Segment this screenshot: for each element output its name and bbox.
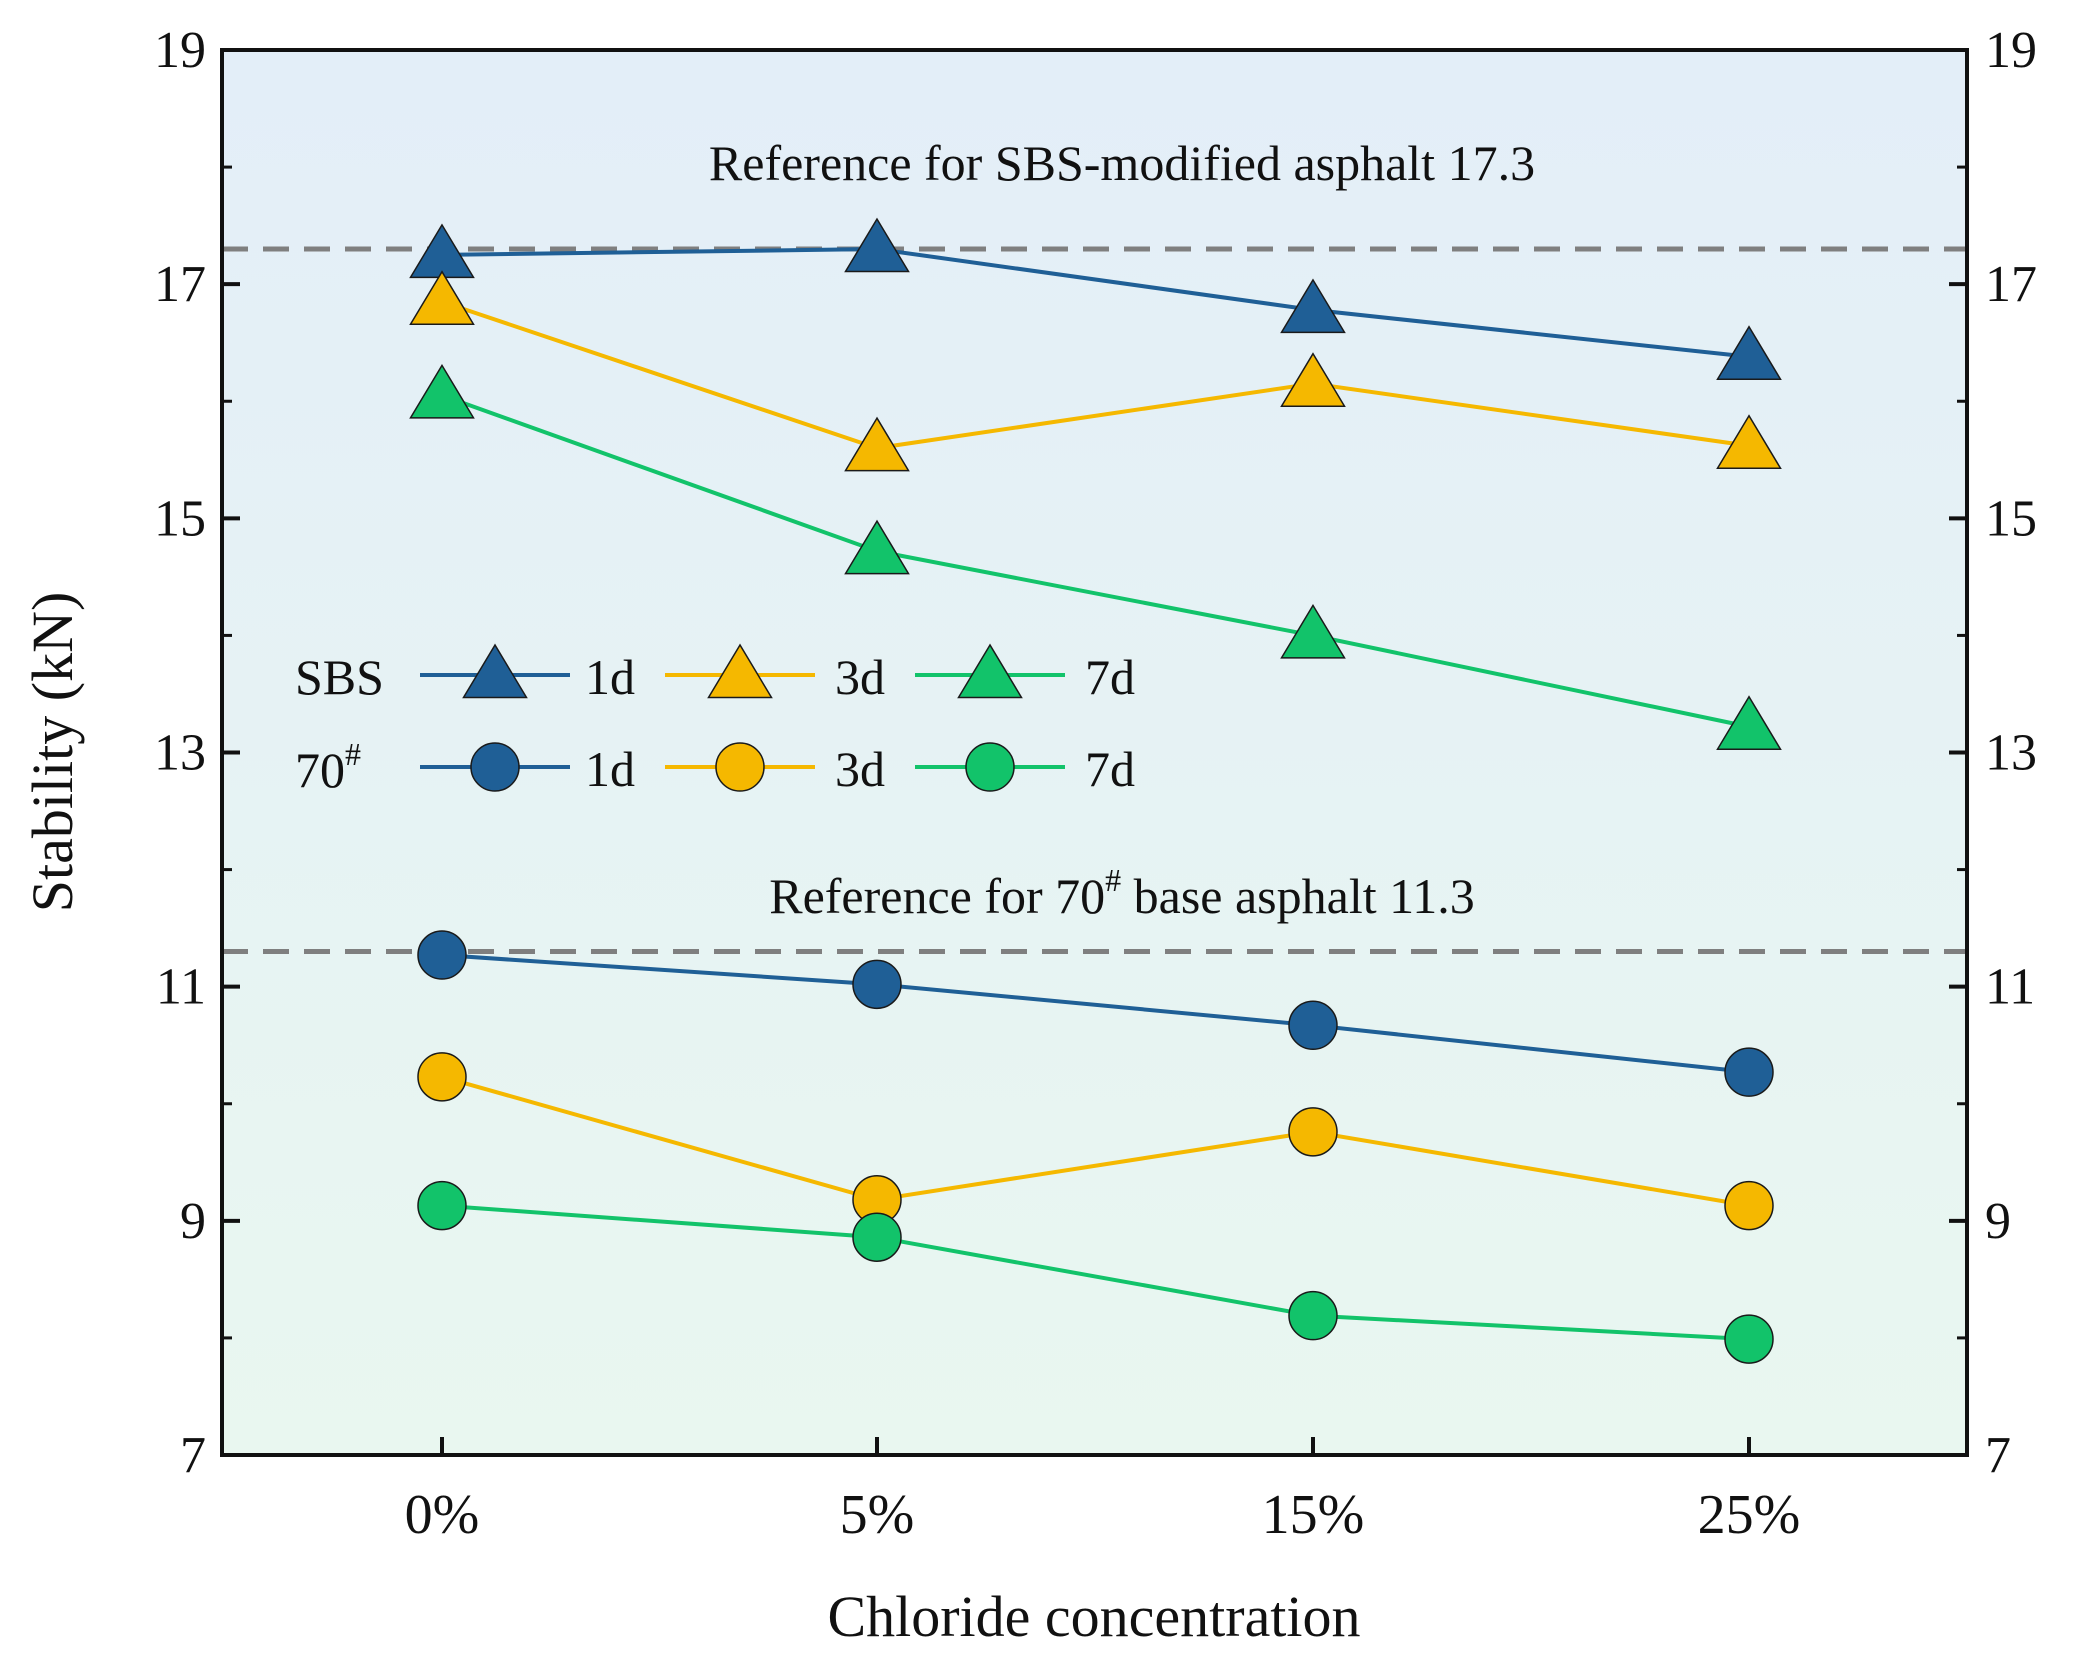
axes: 7 9 11 13 15 17 19 19 17 15 13 11 9 7 0% 5% 15% 25% bbox=[154, 22, 2037, 1546]
legend-label-sbs-1d: 1d bbox=[585, 649, 635, 705]
legend-marker-sbs-1d bbox=[462, 643, 528, 699]
series-layer bbox=[409, 217, 1782, 1364]
data-point-70-1d-0 bbox=[417, 930, 467, 980]
series-line-sbs-3d bbox=[441, 299, 1750, 451]
legend-label-sbs-3d: 3d bbox=[835, 649, 885, 705]
legend-group-label-sbs: SBS bbox=[295, 649, 384, 705]
legend: SBS 70# 1d 3d 7d 1d 3d 7d bbox=[295, 643, 1135, 798]
series-line-70-3d bbox=[441, 1074, 1750, 1208]
legend-label-70-7d: 7d bbox=[1085, 741, 1135, 797]
legend-label-sbs-7d: 7d bbox=[1085, 649, 1135, 705]
series-line-70-1d bbox=[441, 953, 1750, 1075]
plot-frame bbox=[220, 48, 1969, 1457]
x-tick-label-1: 5% bbox=[840, 1484, 915, 1546]
y-tick-label-left-11: 11 bbox=[156, 959, 206, 1016]
y-tick-label-right-11: 11 bbox=[1985, 959, 2035, 1016]
y-tick-label-right-13: 13 bbox=[1985, 725, 2037, 782]
data-point-70-3d-2 bbox=[1288, 1107, 1338, 1157]
x-axis-title: Chloride concentration bbox=[827, 1584, 1360, 1649]
legend-marker-sbs-7d bbox=[957, 643, 1023, 699]
data-point-sbs-3d-2 bbox=[1280, 352, 1346, 407]
reference-label-sbs: Reference for SBS-modified asphalt 17.3 bbox=[709, 135, 1535, 191]
data-point-70-3d-0 bbox=[417, 1052, 467, 1102]
data-point-sbs-7d-3 bbox=[1716, 695, 1782, 750]
data-point-70-1d-1 bbox=[852, 959, 902, 1010]
legend-marker-sbs-3d bbox=[707, 643, 773, 699]
data-point-sbs-3d-0 bbox=[409, 270, 475, 325]
legend-group-label-70: 70# bbox=[295, 736, 361, 798]
data-point-sbs-3d-3 bbox=[1716, 414, 1782, 469]
legend-label-70-3d: 3d bbox=[835, 741, 885, 797]
data-point-70-1d-3 bbox=[1724, 1047, 1774, 1097]
data-point-sbs-1d-1 bbox=[844, 217, 910, 273]
legend-marker-70-3d bbox=[715, 742, 765, 792]
series-line-sbs-1d bbox=[441, 247, 1750, 359]
y-tick-label-right-17: 17 bbox=[1985, 256, 2037, 313]
legend-marker-70-1d bbox=[470, 742, 520, 792]
data-point-sbs-7d-1 bbox=[844, 519, 910, 575]
data-point-sbs-1d-3 bbox=[1716, 325, 1782, 381]
reference-label-70: Reference for 70# base asphalt 11.3 bbox=[769, 862, 1475, 924]
y-axis-title: Stability (kN) bbox=[20, 592, 85, 913]
y-tick-label-left-15: 15 bbox=[154, 490, 206, 547]
data-point-70-7d-3 bbox=[1724, 1314, 1774, 1364]
data-point-sbs-3d-1 bbox=[844, 416, 910, 472]
y-tick-label-right-9: 9 bbox=[1985, 1193, 2011, 1250]
data-point-70-7d-0 bbox=[417, 1180, 467, 1231]
x-tick-label-3: 25% bbox=[1698, 1484, 1801, 1546]
y-tick-label-left-17: 17 bbox=[154, 256, 206, 313]
series-line-sbs-7d bbox=[441, 393, 1750, 729]
y-tick-label-left-13: 13 bbox=[154, 725, 206, 782]
x-tick-label-2: 15% bbox=[1262, 1484, 1365, 1546]
series-line-70-7d bbox=[441, 1203, 1750, 1342]
x-tick-label-0: 0% bbox=[405, 1484, 480, 1546]
y-tick-label-left-7: 7 bbox=[180, 1427, 206, 1484]
data-point-sbs-1d-2 bbox=[1280, 278, 1346, 334]
data-point-sbs-7d-0 bbox=[409, 363, 475, 419]
data-point-70-3d-3 bbox=[1724, 1180, 1774, 1231]
y-tick-label-left-19: 19 bbox=[154, 22, 206, 79]
data-point-sbs-7d-2 bbox=[1280, 603, 1346, 659]
data-point-70-7d-2 bbox=[1288, 1290, 1338, 1341]
y-tick-label-right-7: 7 bbox=[1985, 1427, 2011, 1484]
y-tick-label-right-19: 19 bbox=[1985, 22, 2037, 79]
legend-label-70-1d: 1d bbox=[585, 741, 635, 797]
reference-lines: Reference for SBS-modified asphalt 17.3 … bbox=[222, 135, 1967, 955]
y-tick-label-left-9: 9 bbox=[180, 1193, 206, 1250]
data-point-70-1d-2 bbox=[1288, 1000, 1338, 1051]
data-point-70-7d-1 bbox=[852, 1212, 902, 1262]
y-tick-label-right-15: 15 bbox=[1985, 490, 2037, 547]
legend-marker-70-7d bbox=[965, 742, 1015, 792]
